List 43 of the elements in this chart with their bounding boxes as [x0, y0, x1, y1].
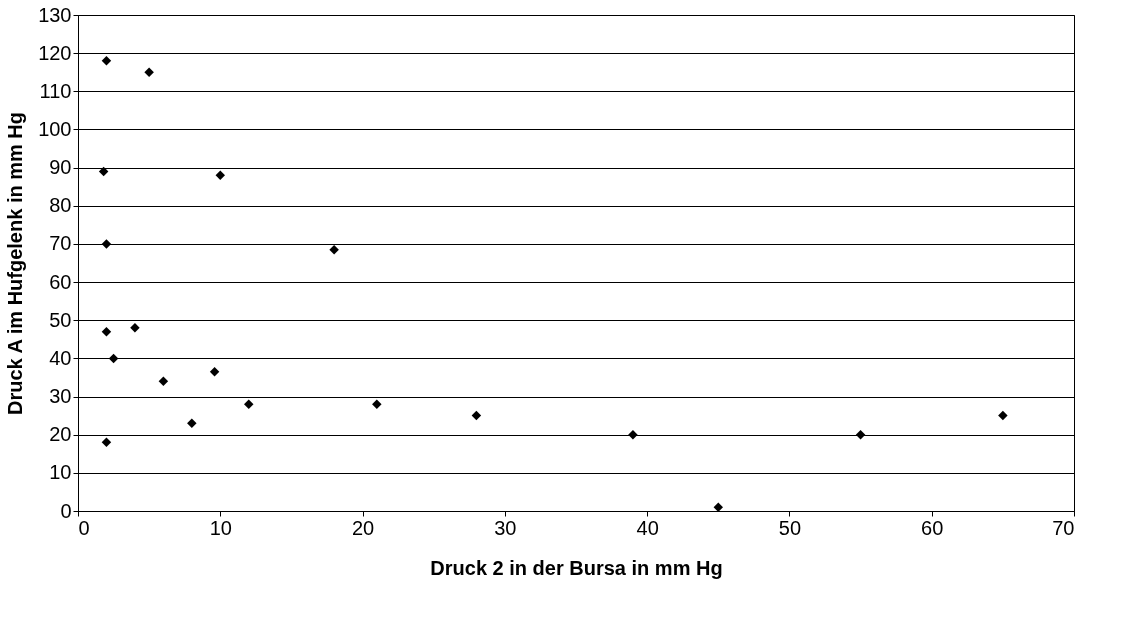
x-tick-label: 70: [1052, 516, 1075, 539]
point: [471, 410, 482, 421]
y-tick-label: 20: [49, 423, 72, 446]
x-tick-label: 60: [921, 516, 944, 539]
x-tick-label: 0: [78, 516, 90, 539]
y-tick-label: 120: [38, 41, 72, 64]
point: [158, 376, 169, 387]
y-tick-label: 30: [49, 385, 72, 408]
x-tick-label: 20: [351, 516, 375, 539]
y-tick-label: 90: [49, 156, 72, 179]
x-tick-label: 50: [778, 516, 802, 539]
y-tick-label: 80: [49, 194, 72, 217]
y-tick-label: 40: [49, 346, 72, 369]
point: [144, 67, 154, 77]
point: [108, 353, 119, 364]
y-tick-label: 100: [38, 117, 72, 140]
point: [187, 418, 197, 428]
point: [101, 326, 112, 337]
y-tick-label: 60: [49, 270, 72, 293]
y-tick-label: 0: [60, 499, 72, 522]
point: [713, 502, 724, 512]
x-axis-title: Druck 2 in der Bursa in mm Hg: [430, 556, 723, 579]
point: [244, 399, 254, 409]
point: [101, 56, 112, 66]
x-tick-label: 40: [636, 516, 659, 539]
y-tick-label: 70: [49, 232, 72, 255]
point: [628, 429, 638, 440]
point: [101, 437, 112, 448]
point: [215, 170, 226, 180]
x-tick-label: 30: [494, 516, 517, 539]
point: [101, 239, 112, 249]
y-tick-label: 50: [49, 308, 72, 331]
point: [998, 410, 1008, 421]
y-tick-label: 110: [39, 79, 72, 102]
point: [98, 166, 109, 177]
point: [855, 429, 866, 440]
y-tick-label: 130: [38, 3, 72, 26]
point: [329, 244, 339, 255]
x-tick-label: 10: [209, 516, 232, 539]
y-axis-title: Druck A im Hufgelenk in mm Hg: [4, 111, 27, 416]
point: [209, 367, 220, 377]
y-tick-label: 10: [49, 461, 72, 484]
point: [372, 399, 382, 409]
